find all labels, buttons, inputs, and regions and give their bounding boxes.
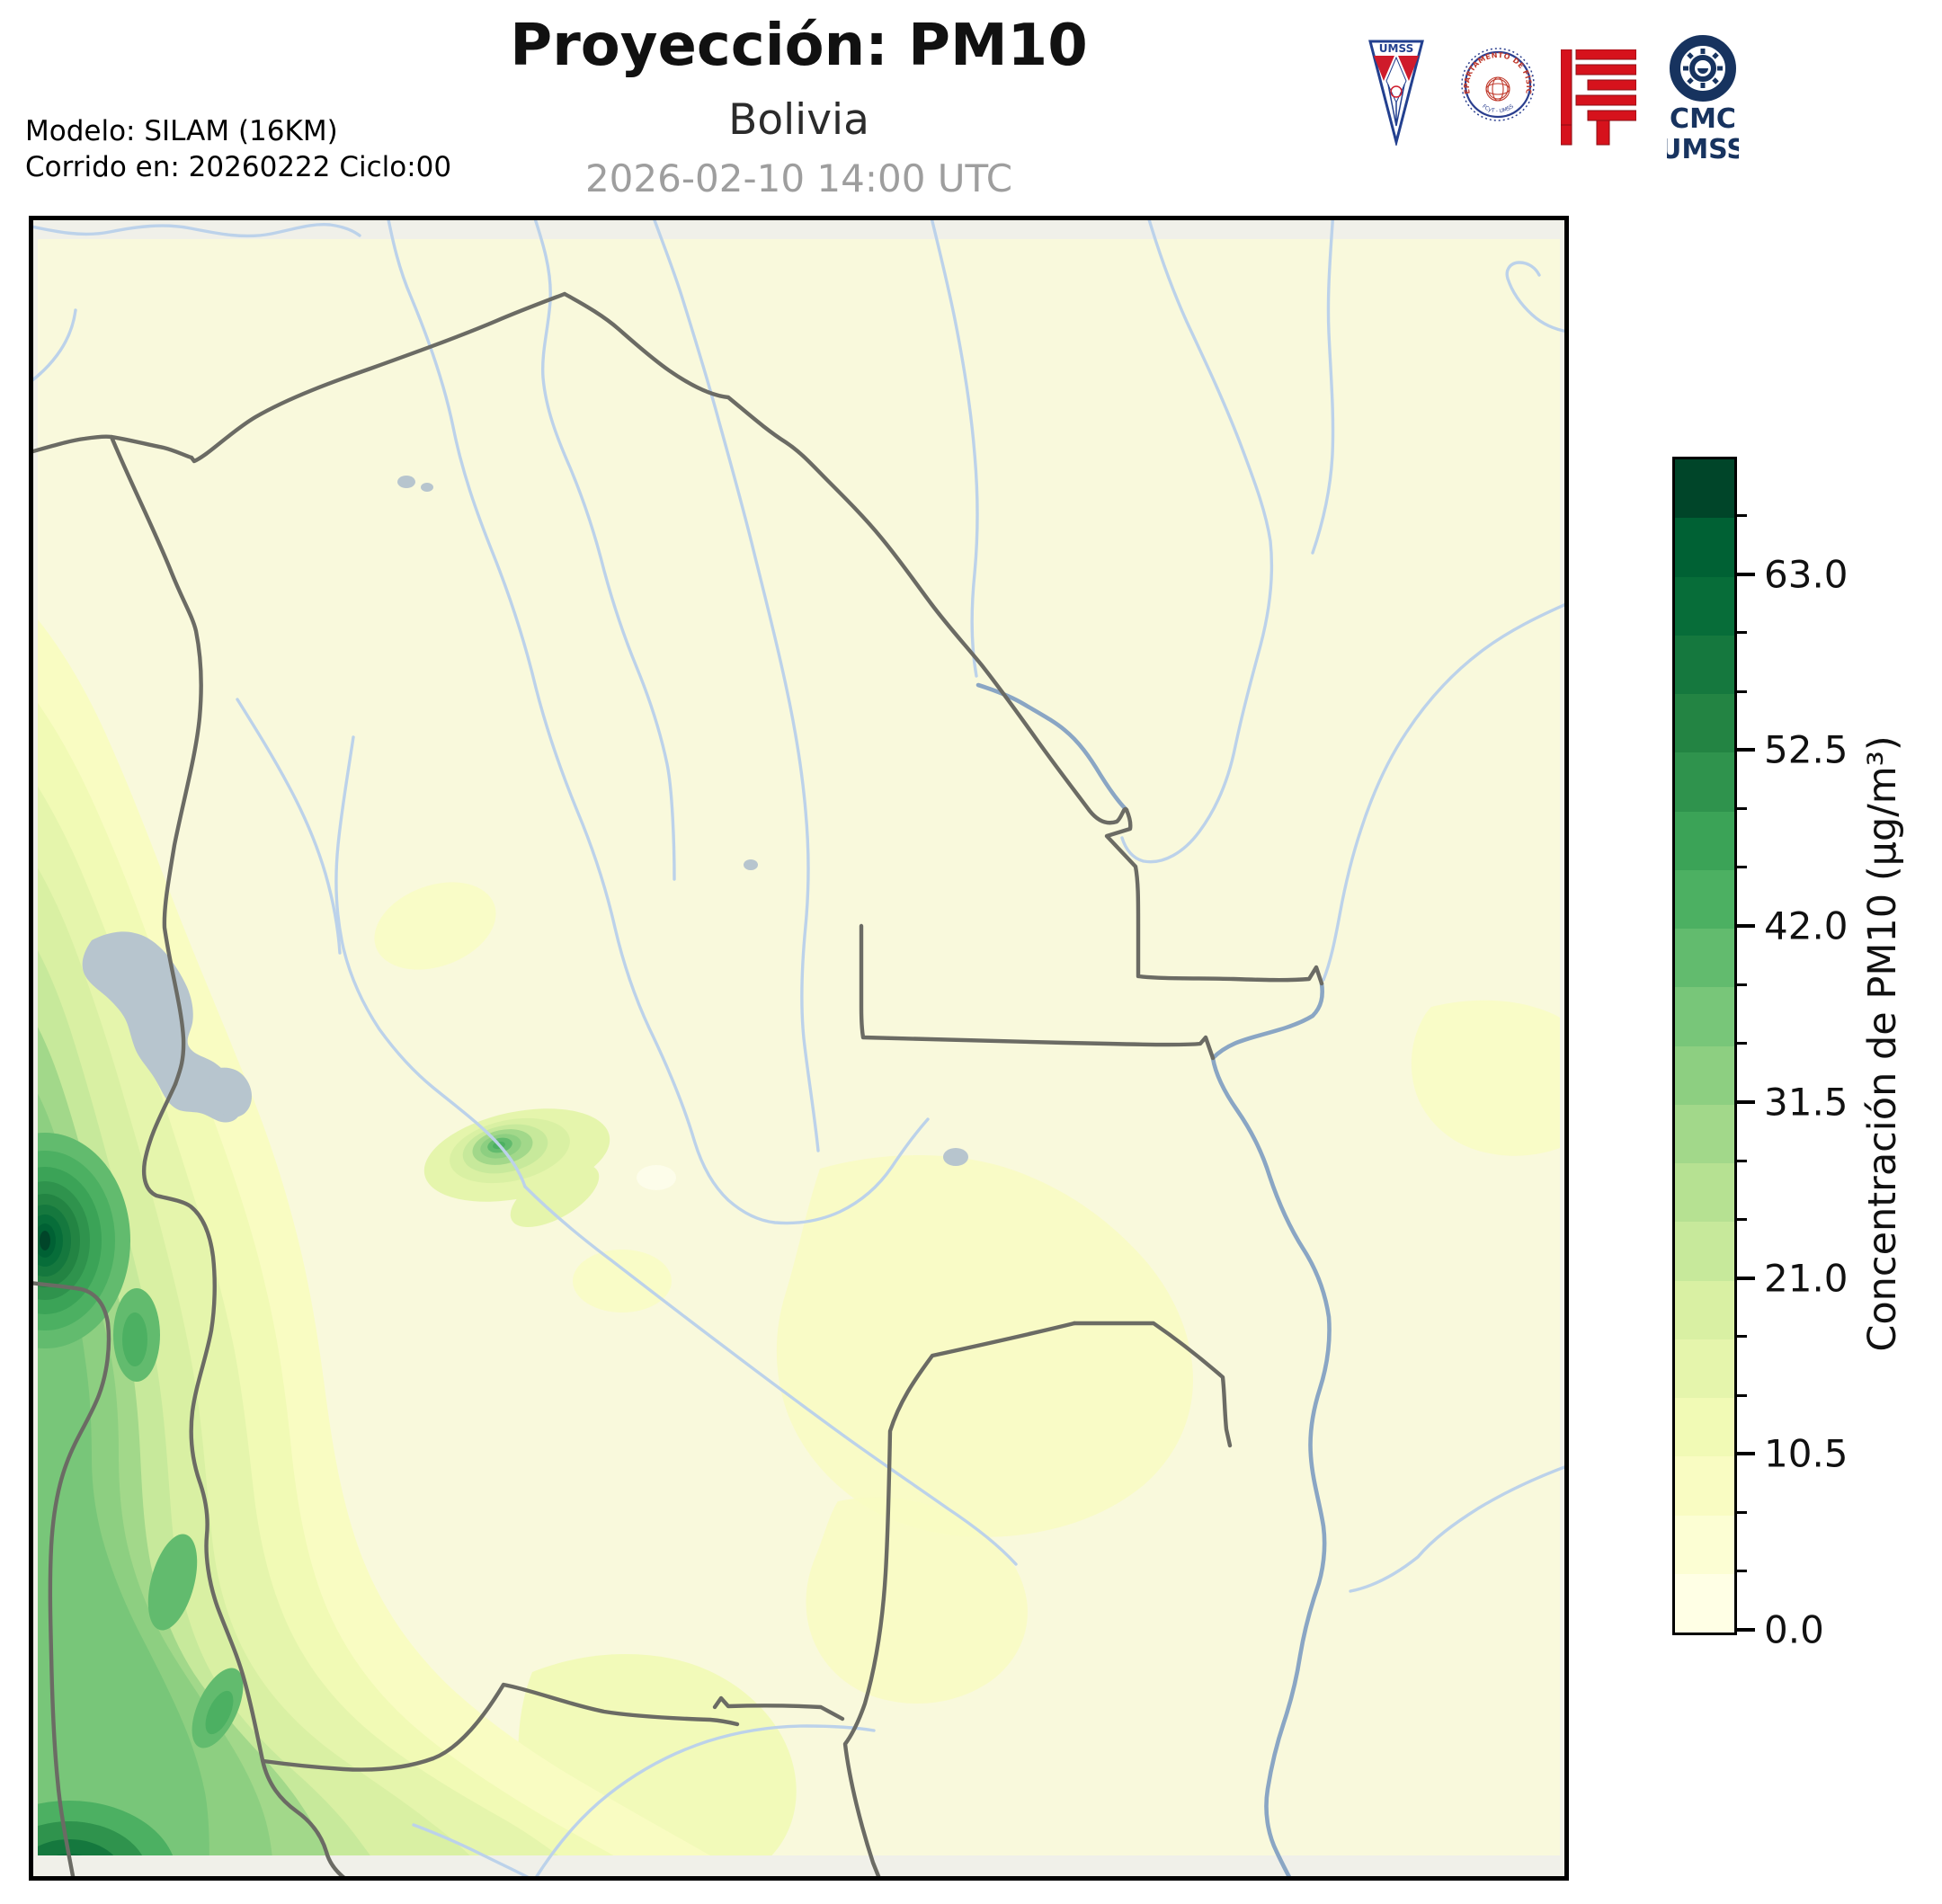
colorbar-segment <box>1675 459 1734 519</box>
colorbar-segment <box>1675 987 1734 1046</box>
colorbar-segment <box>1675 929 1734 988</box>
colorbar-major-tick <box>1737 1452 1755 1456</box>
map-frame <box>29 216 1569 1881</box>
cmc-label: CMC <box>1670 103 1736 135</box>
colorbar-segment <box>1675 1515 1734 1574</box>
major-rivers <box>975 682 1332 1881</box>
border-paraguay-east <box>1072 1321 1233 1448</box>
colorbar-tick-label: 42.0 <box>1764 903 1848 948</box>
rivers <box>29 216 1569 1881</box>
forecast-timestamp: 2026-02-10 14:00 UTC <box>584 156 1013 200</box>
colorbar-minor-tick <box>1737 866 1747 869</box>
colorbar-major-tick <box>1737 1099 1755 1104</box>
colorbar-major-tick <box>1737 1276 1755 1280</box>
colorbar-segment <box>1675 1456 1734 1516</box>
colorbar-major-tick <box>1737 1628 1755 1632</box>
colorbar-tick-label: 52.5 <box>1764 727 1848 772</box>
colorbar-segment <box>1675 1280 1734 1339</box>
colorbar-tick-label: 0.0 <box>1764 1607 1824 1652</box>
colorbar-major-tick <box>1737 924 1755 928</box>
colorbar-segment <box>1675 694 1734 753</box>
colorbar-minor-tick <box>1737 1570 1747 1573</box>
colorbar-segment <box>1675 1398 1734 1457</box>
colorbar-major-tick <box>1737 572 1755 576</box>
colorbar-minor-tick <box>1737 631 1747 635</box>
colorbar-segment <box>1675 1163 1734 1223</box>
border-brazil-ne <box>562 291 1129 825</box>
fcyt-red-logo <box>1561 49 1636 146</box>
logo-strip: UMSS DEPARTAMENTO DE FÍSICA FCyT - UMSS <box>1358 27 1933 171</box>
colorbar-segment <box>1675 1573 1734 1633</box>
colorbar-minor-tick <box>1737 513 1747 517</box>
colorbar-tick-label: 63.0 <box>1764 552 1848 596</box>
colorbar-minor-tick <box>1737 1511 1747 1514</box>
page-title: Proyección: PM10 <box>510 13 1088 79</box>
border-brazil-step2 <box>859 923 1216 1061</box>
cmc-umss-logo: CMC UMSS <box>1667 35 1739 164</box>
west-edge-hotspot <box>29 1133 130 1348</box>
border-peru-bolivia <box>109 434 203 1087</box>
colorbar-segment <box>1675 576 1734 636</box>
colorbar-tick-label: 10.5 <box>1764 1431 1848 1476</box>
lakes <box>82 476 968 1166</box>
colorbar-minor-tick <box>1737 690 1747 693</box>
colorbar-segment <box>1675 1339 1734 1398</box>
model-run: Corrido en: 20260222 Ciclo:00 <box>25 151 452 183</box>
bolivia-pm10-map <box>29 216 1569 1881</box>
cmc-gear-icon <box>1683 49 1723 88</box>
umss-pennant-logo: UMSS <box>1368 40 1424 146</box>
colorbar-axis-label: Concentración de PM10 (µg/m³) <box>1860 735 1905 1352</box>
map-panel <box>29 216 1569 1881</box>
colorbar <box>1672 457 1737 1635</box>
colorbar-minor-tick <box>1737 1335 1747 1339</box>
colorbar-segment <box>1675 518 1734 577</box>
lake-titicaca <box>82 931 242 1123</box>
lake-lobe <box>208 1067 252 1117</box>
physics-dept-seal-logo: DEPARTAMENTO DE FÍSICA FCyT - UMSS <box>1460 47 1535 121</box>
colorbar-minor-tick <box>1737 1159 1747 1162</box>
border-peru-brazil-north <box>29 291 567 464</box>
colorbar-tick-label: 21.0 <box>1764 1256 1848 1300</box>
border-argentina <box>261 1682 740 1772</box>
map-subtitle: Bolivia <box>728 95 869 145</box>
colorbar-tick-label: 31.5 <box>1764 1080 1848 1125</box>
colorbar-segment <box>1675 752 1734 812</box>
model-info: Modelo: SILAM (16KM) Corrido en: 2026022… <box>25 113 451 185</box>
border-paraguay-west <box>842 1321 1077 1881</box>
seal-globe-icon <box>1485 76 1510 102</box>
umss-pennant-label: UMSS <box>1379 42 1413 55</box>
colorbar-minor-tick <box>1737 1217 1747 1221</box>
colorbar-minor-tick <box>1737 807 1747 810</box>
model-name: Modelo: SILAM (16KM) <box>25 115 338 147</box>
colorbar-minor-tick <box>1737 1042 1747 1045</box>
colorbar-segment <box>1675 869 1734 929</box>
colorbar-segment <box>1675 811 1734 870</box>
border-brazil-step1 <box>1104 807 1324 986</box>
colorbar-major-tick <box>1737 748 1755 752</box>
border-argentina-paraguay <box>712 1695 845 1722</box>
colorbar-segment <box>1675 635 1734 694</box>
colorbar-segment <box>1675 1222 1734 1281</box>
cmc-umss-label: UMSS <box>1667 134 1739 164</box>
colorbar-segment <box>1675 1104 1734 1163</box>
colorbar-minor-tick <box>1737 1393 1747 1397</box>
border-chile-bolivia <box>142 1081 351 1881</box>
colorbar-minor-tick <box>1737 983 1747 986</box>
country-borders <box>29 291 1324 1881</box>
cochabamba-plume <box>423 1108 610 1227</box>
colorbar-segment <box>1675 1045 1734 1105</box>
border-peru-chile-coast <box>29 1280 111 1881</box>
